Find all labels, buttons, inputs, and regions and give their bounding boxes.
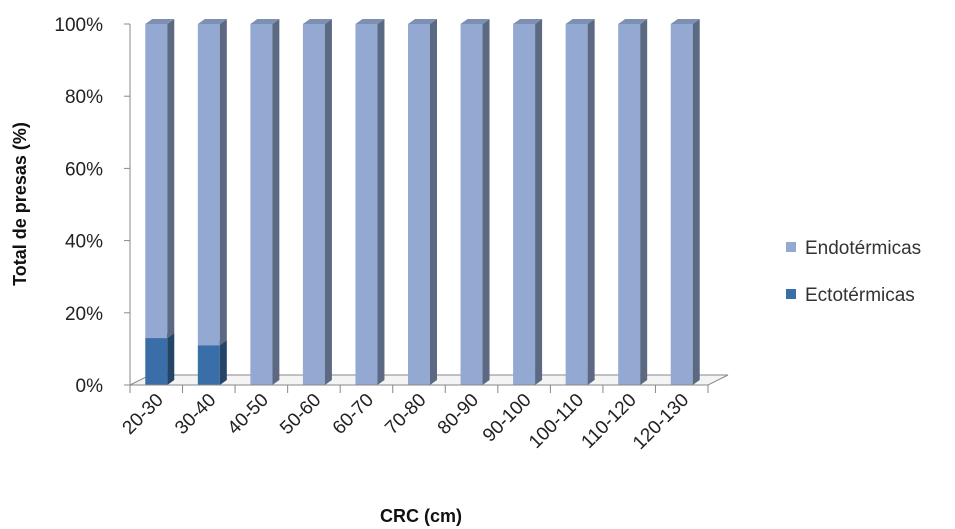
bar-endotermicas-70-80: [408, 19, 437, 385]
bar-front: [197, 24, 220, 346]
x-axis-ticks: 20-30 30-40 40-50 50-60 60-70 70-80 80-9090-10…: [119, 384, 709, 454]
y-tick-label: 100%: [54, 15, 103, 36]
bar-front: [302, 24, 325, 385]
bar-endotermicas-80-90: [460, 19, 490, 385]
legend-swatch-ectotermicas: [786, 289, 796, 299]
bar-front: [565, 24, 588, 385]
bar-top: [302, 19, 332, 24]
bar-top: [565, 19, 595, 24]
bar-ectotermicas-20-30: [145, 333, 175, 385]
bar-side: [430, 19, 437, 385]
bar-top: [250, 19, 280, 24]
bar-front: [408, 24, 430, 385]
legend: Endotérmicas Ectotérmicas: [786, 238, 921, 306]
bar-front: [197, 345, 220, 385]
bar-top: [355, 19, 385, 24]
bar-top: [670, 19, 700, 24]
bar-side: [167, 19, 175, 339]
bar-endotermicas-100-110: [565, 19, 595, 385]
bar-front: [145, 338, 168, 385]
bar-top: [460, 19, 490, 24]
bar-side: [482, 19, 490, 385]
bar-endotermicas-60-70: [355, 19, 385, 385]
bar-top: [408, 19, 437, 24]
bar-side: [535, 19, 543, 385]
bar-ectotermicas-30-40: [197, 340, 227, 385]
bar-endotermicas-50-60: [302, 19, 332, 385]
legend-swatch-endotermicas: [786, 242, 796, 252]
y-axis-title: Total de presas (%): [10, 122, 30, 286]
legend-label-endotermicas: Endotérmicas: [805, 238, 921, 259]
x-tick-label-110-120: 110-120: [578, 390, 641, 453]
y-tick-label: 40%: [65, 232, 103, 253]
bar-side: [377, 19, 385, 385]
x-tick-label-30-40: 30-40: [171, 390, 220, 439]
x-tick-label-80-90: 80-90: [434, 390, 483, 439]
bar-side: [219, 340, 227, 385]
bar-front: [460, 24, 483, 385]
y-tick-label: 0%: [76, 376, 104, 397]
bar-side: [167, 333, 175, 385]
x-tick-label-50-60: 50-60: [276, 390, 325, 439]
y-tick-label: 20%: [65, 304, 103, 325]
bar-top: [197, 19, 227, 24]
y-axis-ticks: 0% 20% 40% 60% 80% 100%: [54, 15, 131, 397]
bar-endotermicas-40-50: [250, 19, 280, 385]
bar-front: [355, 24, 378, 385]
bar-endotermicas-90-100: [513, 19, 543, 385]
bar-top: [618, 19, 648, 24]
bars: [145, 19, 700, 385]
legend-label-ectotermicas: Ectotérmicas: [805, 285, 915, 306]
y-tick-label: 80%: [65, 87, 103, 108]
bar-endotermicas-120-130: [670, 19, 700, 385]
bar-side: [219, 19, 227, 346]
bar-top: [513, 19, 543, 24]
bar-endotermicas-110-120: [618, 19, 648, 385]
bar-front: [618, 24, 641, 385]
bar-front: [250, 24, 273, 385]
bar-top: [145, 19, 175, 24]
bar-front: [145, 24, 168, 339]
x-tick-label-60-70: 60-70: [329, 390, 378, 439]
x-tick-label-100-110: 100-110: [525, 390, 588, 453]
x-tick-label-20-30: 20-30: [119, 390, 168, 439]
bar-side: [640, 19, 648, 385]
y-tick-label: 60%: [65, 159, 103, 180]
x-tick-label-70-80: 70-80: [381, 390, 430, 439]
bar-front: [670, 24, 693, 385]
bar-endotermicas-30-40: [197, 19, 227, 346]
bar-front: [513, 24, 536, 385]
bar-endotermicas-20-30: [145, 19, 175, 339]
x-axis-title: CRC (cm): [380, 506, 462, 526]
bar-side: [692, 19, 700, 385]
bar-side: [272, 19, 280, 385]
bar-side: [587, 19, 595, 385]
bar-side: [324, 19, 332, 385]
x-tick-label-120-130: 120-130: [629, 390, 693, 454]
x-tick-label-40-50: 40-50: [224, 390, 273, 439]
